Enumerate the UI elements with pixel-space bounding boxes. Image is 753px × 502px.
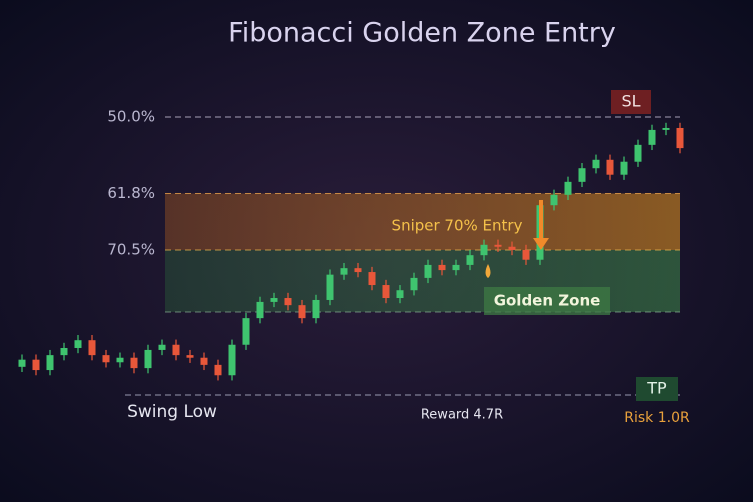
candle-body <box>368 272 376 286</box>
candle-body <box>130 357 138 369</box>
candle-body <box>466 255 474 265</box>
candle-body <box>102 355 110 363</box>
candle-body <box>228 344 236 376</box>
candle-body <box>438 264 446 271</box>
candle-body <box>578 168 586 182</box>
candle-body <box>382 285 390 299</box>
swing-low-label: Swing Low <box>127 402 217 422</box>
candle-body <box>60 347 68 356</box>
candle-body <box>214 364 222 376</box>
candle-body <box>186 355 194 358</box>
candle-body <box>648 129 656 145</box>
candle-body <box>144 349 152 369</box>
candle-body <box>326 274 334 300</box>
candle-body <box>312 299 320 319</box>
candle-body <box>494 244 502 247</box>
candle-body <box>424 264 432 278</box>
candle-body <box>480 244 488 256</box>
candle-body <box>676 127 684 149</box>
y-tick-label: 61.8% <box>107 184 155 202</box>
entry-marker <box>485 264 491 278</box>
candle-body <box>32 359 40 371</box>
candle-body <box>620 161 628 175</box>
zone-box <box>484 287 610 315</box>
entry-label: Sniper 70% Entry <box>392 217 523 235</box>
candle-body <box>18 359 26 367</box>
candle-body <box>242 318 250 345</box>
candle-body <box>564 181 572 195</box>
candle-body <box>340 268 348 275</box>
chart-title: Fibonacci Golden Zone Entry <box>228 18 616 49</box>
fib-zone <box>165 193 680 250</box>
candle-body <box>522 249 530 260</box>
zone-label: Golden Zone <box>494 292 601 310</box>
candle-body <box>634 144 642 162</box>
sl-box <box>611 90 651 114</box>
y-tick-label: 70.5% <box>107 240 155 258</box>
candle-body <box>508 246 516 250</box>
candle-body <box>354 268 362 273</box>
candle-body <box>592 159 600 169</box>
entry-arrow-head <box>533 238 549 250</box>
candle-body <box>200 357 208 365</box>
candle-body <box>116 357 124 363</box>
risk-label: Risk 1.0R <box>624 410 690 426</box>
y-tick-label: 50.0% <box>107 107 155 125</box>
candle-body <box>158 344 166 350</box>
candle-body <box>606 159 614 175</box>
candle-body <box>662 127 670 130</box>
candle-body <box>270 298 278 302</box>
candle-body <box>46 355 54 371</box>
candle-body <box>298 305 306 319</box>
candle-body <box>74 340 82 348</box>
candle-body <box>284 298 292 306</box>
candle-body <box>256 301 264 319</box>
reward-label: Reward 4.7R <box>421 408 503 423</box>
candle-body <box>88 340 96 356</box>
candle-body <box>410 277 418 291</box>
tp-label: TP <box>646 379 667 398</box>
candle-body <box>452 264 460 271</box>
sl-label: SL <box>621 92 640 111</box>
candle-body <box>172 344 180 356</box>
candle-body <box>396 290 404 299</box>
candle-body <box>550 194 558 206</box>
tp-box <box>636 377 678 401</box>
